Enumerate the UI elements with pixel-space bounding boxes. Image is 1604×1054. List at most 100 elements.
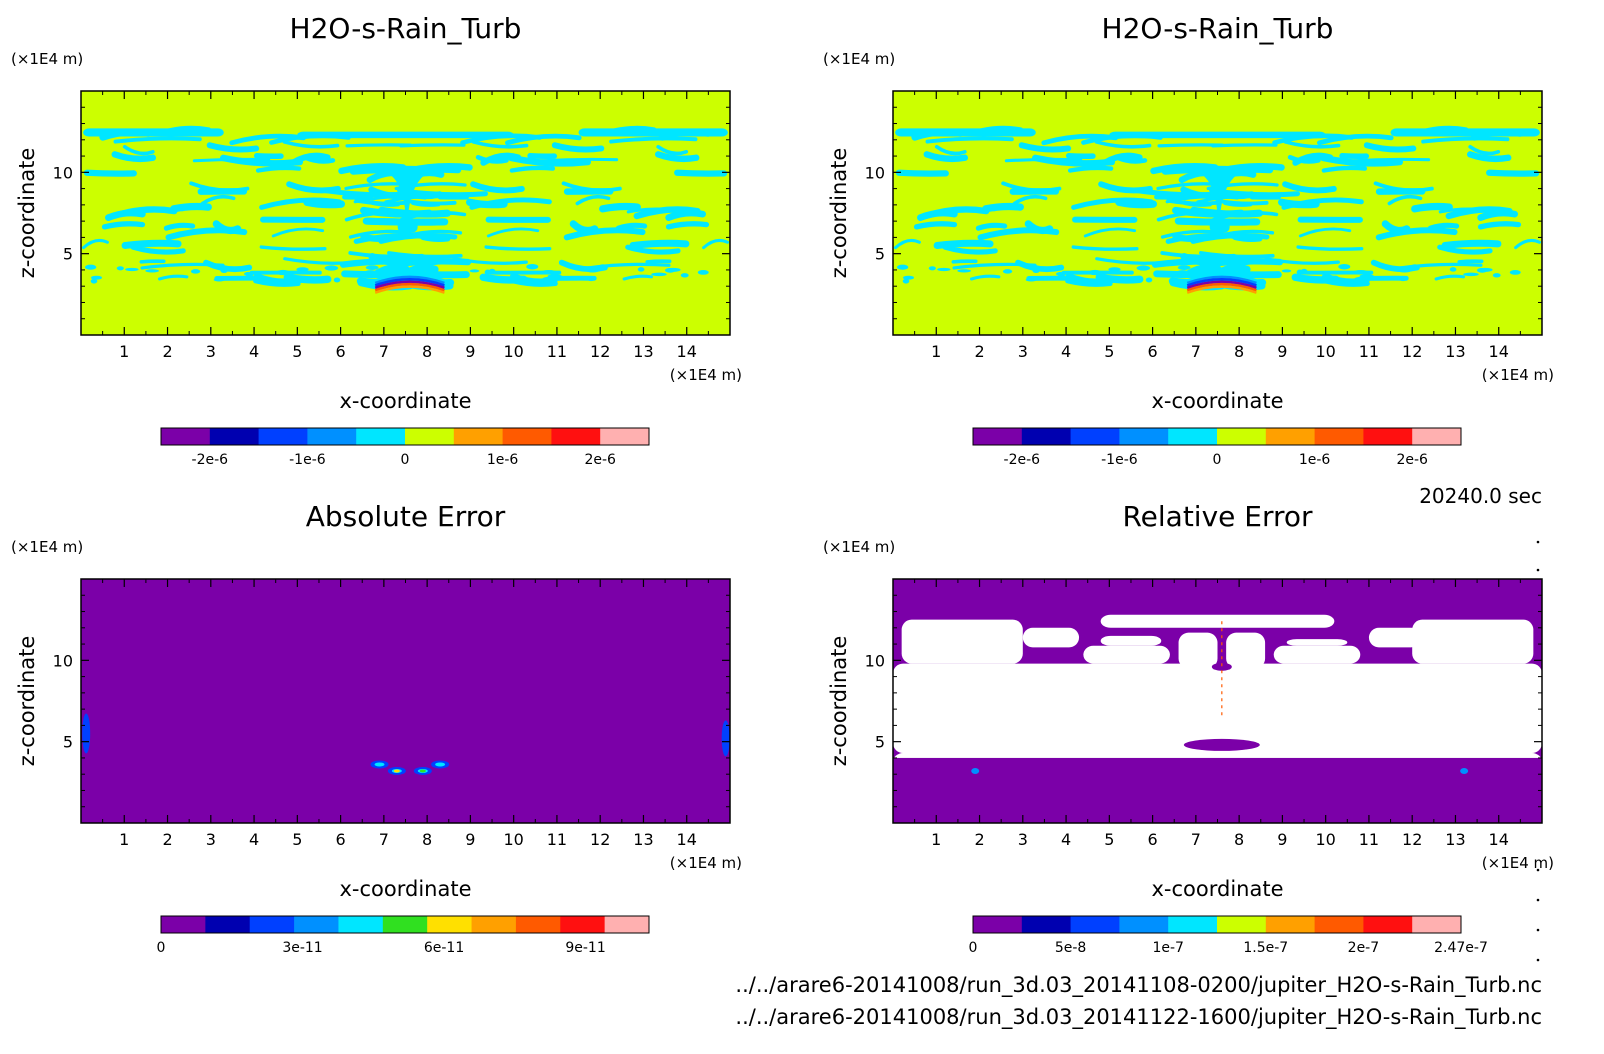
x-tick-label: 13 [1445, 830, 1465, 849]
turbulence-streak [923, 151, 969, 163]
y-tick-label: 5 [63, 733, 73, 752]
turbulence-streak [345, 143, 412, 148]
x-tick-label: 9 [1277, 830, 1287, 849]
y-tick-label: 10 [865, 651, 885, 670]
turbulence-streak [220, 154, 304, 167]
speck [1449, 267, 1457, 272]
colorbar-tick-label: 0 [969, 940, 978, 956]
rain-arc [374, 278, 445, 287]
turbulence-streak [1067, 165, 1114, 173]
speck [937, 267, 951, 272]
speck [928, 266, 936, 271]
speck [680, 273, 689, 278]
plot-area [893, 579, 1542, 823]
turbulence-streak [303, 198, 345, 209]
x-tick-label: 12 [1402, 830, 1422, 849]
turbulence-streak [1411, 202, 1453, 213]
colorbar-swatch [560, 916, 606, 933]
speck [1066, 275, 1075, 282]
speck [220, 268, 228, 274]
turbulence-streak [1001, 181, 1062, 193]
turbulence-streak [561, 181, 622, 193]
x-tick-label: 5 [1104, 342, 1114, 361]
x-unit-label: (×1E4 m) [1482, 854, 1554, 872]
speck [1175, 270, 1190, 277]
colorbar-tick-label: 0 [1213, 452, 1222, 468]
y-unit-label: (×1E4 m) [11, 50, 83, 68]
turbulence-streak [569, 220, 599, 235]
turbulence-streak [83, 169, 137, 177]
turbulence-streak [101, 221, 146, 230]
speck [1296, 269, 1303, 276]
turbulence-streak [404, 163, 473, 175]
turbulence-streak [323, 188, 413, 198]
colorbar-swatch [502, 428, 552, 445]
turbulence-streak [1199, 251, 1275, 259]
turbulence-streak [122, 144, 155, 156]
turbulence-streak [200, 194, 236, 206]
colorbar-swatch [1314, 428, 1364, 445]
speck [1509, 270, 1521, 275]
turbulence-streak [933, 239, 994, 250]
turbulence-streak [600, 125, 657, 137]
speck [145, 269, 159, 273]
speck [243, 271, 254, 276]
x-tick-label: 2 [974, 830, 984, 849]
x-tick-label: 1 [119, 830, 129, 849]
x-tick-label: 8 [422, 830, 432, 849]
colorbar-frame [160, 915, 650, 934]
turbulence-streak [1477, 209, 1518, 221]
colorbar-tick-label: 3e-11 [282, 940, 322, 956]
turbulence-streak [344, 210, 412, 222]
turbulence-streak [1486, 169, 1540, 177]
speck [190, 269, 201, 274]
turbulence-streak [130, 244, 186, 255]
y-axis-label: z-coordinate [827, 636, 851, 767]
x-tick-label: 4 [249, 830, 259, 849]
y-tick-label: 5 [63, 245, 73, 264]
undefined-region [1273, 645, 1361, 664]
x-tick-label: 14 [1489, 342, 1509, 361]
colorbar-swatch [1021, 428, 1072, 445]
turbulence-streak [154, 125, 211, 137]
x-tick-label: 8 [1234, 830, 1244, 849]
x-tick-label: 7 [1191, 830, 1201, 849]
turbulence-streak [1412, 125, 1469, 137]
turbulence-streak [1216, 163, 1285, 175]
x-tick-label: 7 [379, 342, 389, 361]
chart-panel-1: 1 2 3 4 5 6 7 8 9 10 11 12 13 14510H2O-s-Rain_Turb(×1… [11, 12, 742, 468]
y-axis-label: z-coordinate [827, 148, 851, 279]
x-unit-label: (×1E4 m) [670, 854, 742, 872]
turbulence-streak [893, 238, 921, 250]
y-unit-label: (×1E4 m) [11, 538, 83, 556]
turbulence-streak [1157, 143, 1224, 148]
colorbar-swatch [1217, 916, 1267, 933]
turbulence-streak [1150, 163, 1219, 175]
x-axis-label: x-coordinate [339, 877, 471, 901]
x-tick-label: 8 [422, 342, 432, 361]
x-tick-label: 1 [119, 342, 129, 361]
turbulence-streak [259, 245, 327, 251]
central-column [1195, 170, 1244, 222]
x-tick-label: 6 [336, 342, 346, 361]
turbulence-streak [1081, 133, 1163, 145]
speck [1339, 279, 1349, 283]
turbulence-streak [1282, 181, 1337, 194]
turbulence-streak [1457, 259, 1484, 264]
chart-title: H2O-s-Rain_Turb [290, 12, 522, 45]
x-axis-label: x-coordinate [1151, 877, 1283, 901]
colorbar-swatch [551, 428, 601, 445]
turbulence-streak [1466, 151, 1512, 163]
colorbar-tick-label: 1.5e-7 [1243, 940, 1288, 956]
rain-arc [374, 273, 445, 282]
turbulence-streak [1012, 194, 1048, 206]
file-path-1: ../../arare6-20141008/run_3d.03_20141108… [735, 973, 1542, 998]
colorbar-swatch [973, 916, 1023, 933]
turbulence-streak [507, 154, 591, 167]
speck [333, 277, 341, 283]
turbulence-streak [1437, 244, 1493, 255]
colorbar-tick-label: 6e-11 [424, 940, 464, 956]
speck [1398, 269, 1412, 273]
colorbar-tick-label: -1e-6 [1101, 452, 1138, 468]
